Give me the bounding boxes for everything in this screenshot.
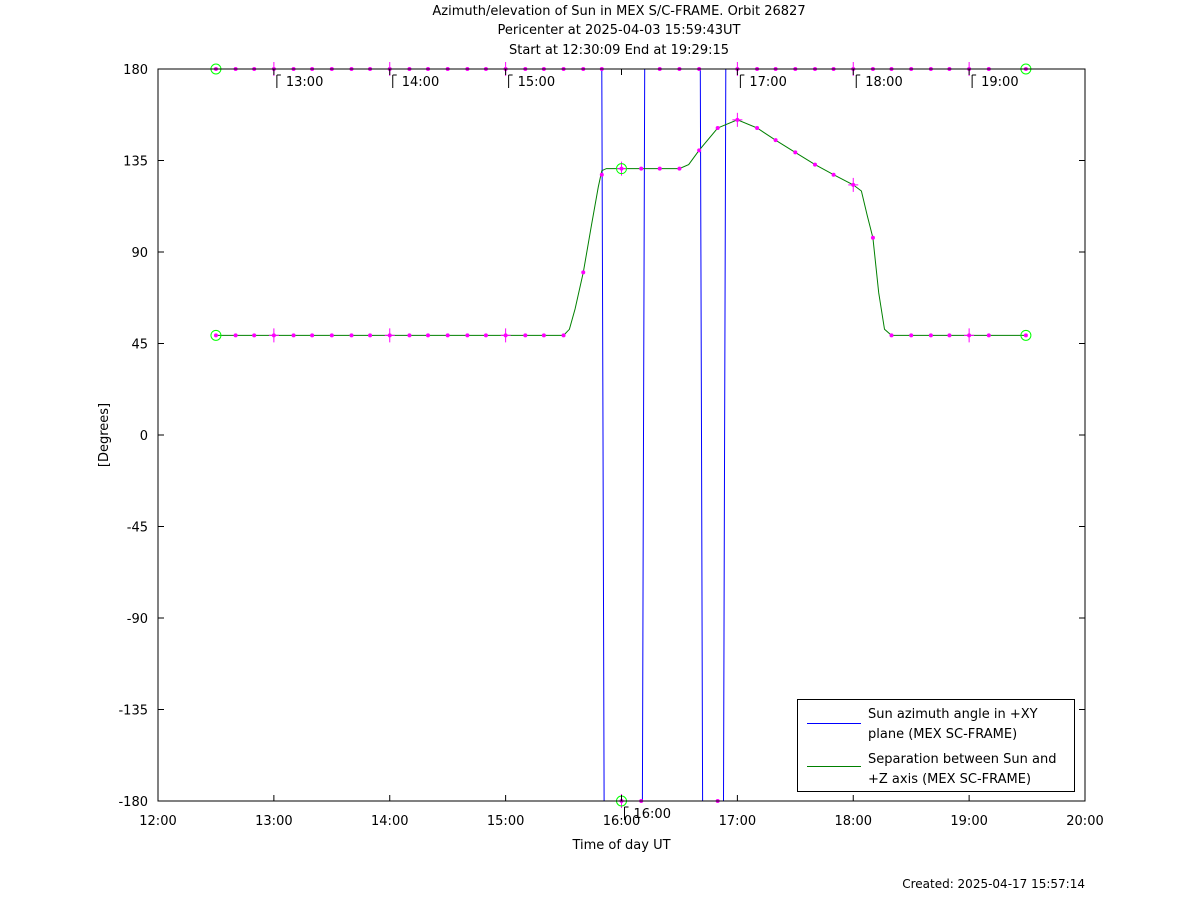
hour-annotation-label: 19:00 <box>981 75 1018 90</box>
endpoint-circle <box>210 329 222 341</box>
separation-marker <box>813 162 818 167</box>
created-timestamp: Created: 2025-04-17 15:57:14 <box>902 877 1085 891</box>
hour-annotation: 16:00 <box>624 806 671 822</box>
hour-annotation-label: 17:00 <box>749 75 786 90</box>
separation-marker <box>252 333 257 338</box>
separation-marker <box>483 333 488 338</box>
y-tick-label: 45 <box>131 338 148 353</box>
x-tick-label: 15:00 <box>487 814 524 829</box>
separation-marker <box>349 333 354 338</box>
separation-marker <box>831 172 836 177</box>
x-tick-label: 20:00 <box>1066 814 1103 829</box>
separation-marker <box>213 333 218 338</box>
y-tick-label: -180 <box>118 795 148 810</box>
x-tick-label: 19:00 <box>950 814 987 829</box>
hour-annotation-label: 14:00 <box>402 75 439 90</box>
y-tick-label: 90 <box>131 246 148 261</box>
separation-marker <box>310 333 315 338</box>
series-line-separation <box>215 119 1026 336</box>
axes: 12:00 13:00 14:00 15:00 16:00 17:00 18:00 19:00… <box>118 63 1103 829</box>
endpoint-circle <box>1020 329 1032 341</box>
separation-marker <box>947 333 952 338</box>
y-tick-label: 180 <box>123 63 148 78</box>
separation-marker <box>407 333 412 338</box>
separation-marker <box>445 333 450 338</box>
legend-label-separation-2: +Z axis (MEX SC-FRAME) <box>868 772 1032 787</box>
separation-marker <box>697 148 702 153</box>
separation-marker <box>541 333 546 338</box>
series-line-azimuth <box>215 68 1026 802</box>
chart-title-line-3: Start at 12:30:09 End at 19:29:15 <box>508 43 730 58</box>
separation-marker <box>271 333 276 338</box>
x-tick-label: 18:00 <box>835 814 872 829</box>
y-tick-label: -135 <box>118 704 148 719</box>
y-axis-label: [Degrees] <box>97 403 112 467</box>
legend-label-azimuth-1: Sun azimuth angle in +XY <box>868 707 1038 722</box>
y-tick-label: -90 <box>127 612 148 627</box>
y-tick-label: -45 <box>127 521 148 536</box>
legend-swatch-separation <box>807 766 861 767</box>
separation-marker <box>599 172 604 177</box>
hour-annotation: 15:00 <box>508 74 555 90</box>
x-tick-label: 17:00 <box>719 814 756 829</box>
separation-marker <box>677 166 682 171</box>
x-tick-label: 12:00 <box>139 814 176 829</box>
separation-marker <box>523 333 528 338</box>
separation-marker <box>889 333 894 338</box>
hour-annotation-label: 16:00 <box>634 807 671 822</box>
separation-marker <box>870 235 875 240</box>
separation-marker <box>503 333 508 338</box>
x-tick-label: 16:00 <box>603 814 640 829</box>
hour-annotation-label: 15:00 <box>518 75 555 90</box>
separation-marker <box>851 182 856 187</box>
separation-marker <box>425 333 430 338</box>
hour-annotation: 17:00 <box>739 74 787 90</box>
hour-annotation-label: 18:00 <box>865 75 902 90</box>
separation-marker <box>657 166 662 171</box>
separation-marker <box>619 166 624 171</box>
separation-marker <box>715 125 720 130</box>
legend-label-separation-1: Separation between Sun and <box>868 752 1057 767</box>
y-tick-label: 135 <box>123 155 148 170</box>
hour-annotation: 14:00 <box>392 74 439 90</box>
separation-marker <box>735 117 740 122</box>
separation-marker <box>329 333 334 338</box>
separation-marker <box>755 125 760 130</box>
separation-marker <box>368 333 373 338</box>
y-tick-label: 0 <box>140 429 148 444</box>
separation-marker <box>928 333 933 338</box>
separation-marker <box>986 333 991 338</box>
separation-marker <box>465 333 470 338</box>
chart-title-line-2: Pericenter at 2025-04-03 15:59:43UT <box>497 23 741 38</box>
hour-annotation: 13:00 <box>276 74 323 90</box>
endpoint-circle <box>616 163 627 175</box>
legend-swatch-azimuth <box>807 723 861 724</box>
legend: Sun azimuth angle in +XY plane (MEX SC-F… <box>797 699 1075 792</box>
chart-title-line-1: Azimuth/elevation of Sun in MEX S/C-FRAM… <box>432 4 806 19</box>
x-tick-label: 14:00 <box>371 814 408 829</box>
hour-annotation: 19:00 <box>971 74 1019 90</box>
separation-marker <box>773 138 778 143</box>
x-axis-label: Time of day UT <box>571 838 670 853</box>
separation-marker <box>639 166 644 171</box>
separation-marker <box>561 333 566 338</box>
separation-marker <box>793 150 798 155</box>
separation-marker <box>233 333 238 338</box>
separation-marker <box>967 333 972 338</box>
separation-marker <box>291 333 296 338</box>
hour-annotation: 18:00 <box>855 74 903 90</box>
legend-label-azimuth-2: plane (MEX SC-FRAME) <box>868 727 1018 742</box>
separation-marker <box>909 333 914 338</box>
separation-marker <box>387 333 392 338</box>
plot-frame <box>157 68 1086 802</box>
separation-marker <box>581 270 586 275</box>
hour-annotation-label: 13:00 <box>286 75 323 90</box>
separation-marker <box>1023 333 1028 338</box>
x-tick-label: 13:00 <box>255 814 292 829</box>
